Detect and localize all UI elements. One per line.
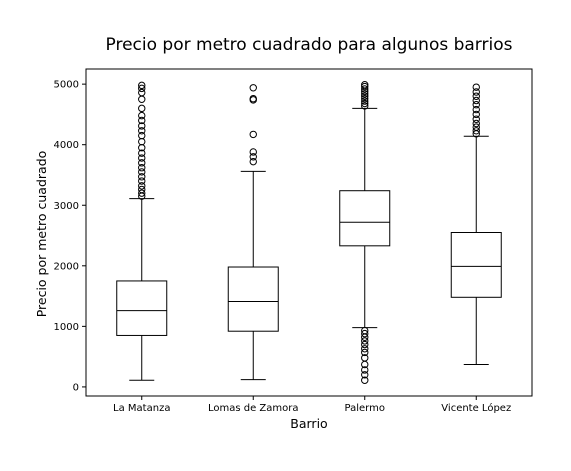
outlier-1-5 [249,94,257,103]
x-axis-label: Barrio [290,416,327,431]
y-tick-label-1000: 1000 [54,322,79,333]
outlier-2-7 [361,340,369,349]
box-0 [116,280,168,336]
outlier-0-21 [138,84,146,93]
outlier-3-4 [472,115,480,123]
outlier-0-4 [138,177,146,185]
outlier-0-17 [138,111,146,120]
outlier-2-10 [361,329,369,338]
outlier-2-4 [361,354,369,362]
outlier-2-6 [361,345,369,353]
chart-title: Precio por metro cuadrado para algunos b… [106,35,513,55]
outlier-0-16 [138,116,146,125]
outlier-2-13 [361,99,369,108]
outlier-1-3 [249,130,257,139]
plot-area: 0 1000 2000 3000 4000 5000 La Matanza Lomas de … [54,68,533,414]
outlier-3-5 [472,110,480,119]
outlier-3-8 [472,96,480,105]
outlier-2-12 [361,102,369,110]
box-1 [227,266,279,332]
outlier-0-5 [138,173,146,181]
outlier-0-10 [138,149,146,157]
outlier-2-5 [361,348,369,357]
outlier-0-13 [138,131,146,140]
y-tick-label-0: 0 [73,382,79,393]
y-tick-label-5000: 5000 [54,80,79,91]
outlier-3-9 [472,92,480,100]
outlier-0-9 [138,154,146,162]
outlier-0-18 [138,104,146,113]
outlier-0-15 [138,122,146,130]
y-axis-label: Precio por metro cuadrado [34,151,49,318]
x-tick-label-0: La Matanza [113,403,170,414]
y-tick-label-3000: 3000 [54,201,79,212]
outlier-2-14 [361,97,369,105]
outlier-2-19 [361,85,369,93]
y-tick-label-2000: 2000 [54,261,79,272]
outlier-2-15 [361,94,369,103]
y-tick-label-4000: 4000 [54,140,79,151]
outlier-1-2 [249,148,257,156]
x-tick-label-1: Lomas de Zamora [208,403,299,414]
outlier-2-0 [361,376,369,384]
outlier-3-6 [472,105,480,114]
outlier-1-6 [249,84,257,92]
outlier-0-6 [138,168,146,176]
outlier-0-7 [138,164,146,172]
outlier-0-8 [138,159,146,167]
outlier-2-21 [361,81,369,89]
outlier-0-14 [138,127,146,135]
outlier-3-10 [472,88,480,96]
box-2 [339,190,391,247]
outlier-2-11 [361,326,369,335]
outlier-3-7 [472,101,480,109]
outlier-0-3 [138,182,146,190]
outlier-0-1 [138,189,146,197]
outlier-2-16 [361,92,369,100]
outlier-0-22 [138,81,146,90]
x-tick-label-3: Vicente López [441,402,511,414]
outlier-3-3 [472,119,480,128]
x-tick-label-2: Palermo [345,403,385,414]
outlier-1-1 [249,153,257,161]
outlier-3-1 [472,127,480,135]
outlier-2-17 [361,90,369,98]
outlier-3-11 [472,83,480,91]
outlier-2-8 [361,337,369,345]
outlier-2-2 [361,366,369,374]
outlier-3-2 [472,123,480,131]
outlier-2-1 [361,371,369,379]
outlier-0-20 [138,88,146,97]
outlier-0-19 [138,95,146,103]
box-3 [450,232,502,298]
outlier-0-2 [138,185,146,194]
plot-frame [85,68,533,397]
outlier-0-12 [138,137,146,146]
outlier-1-0 [249,157,257,166]
